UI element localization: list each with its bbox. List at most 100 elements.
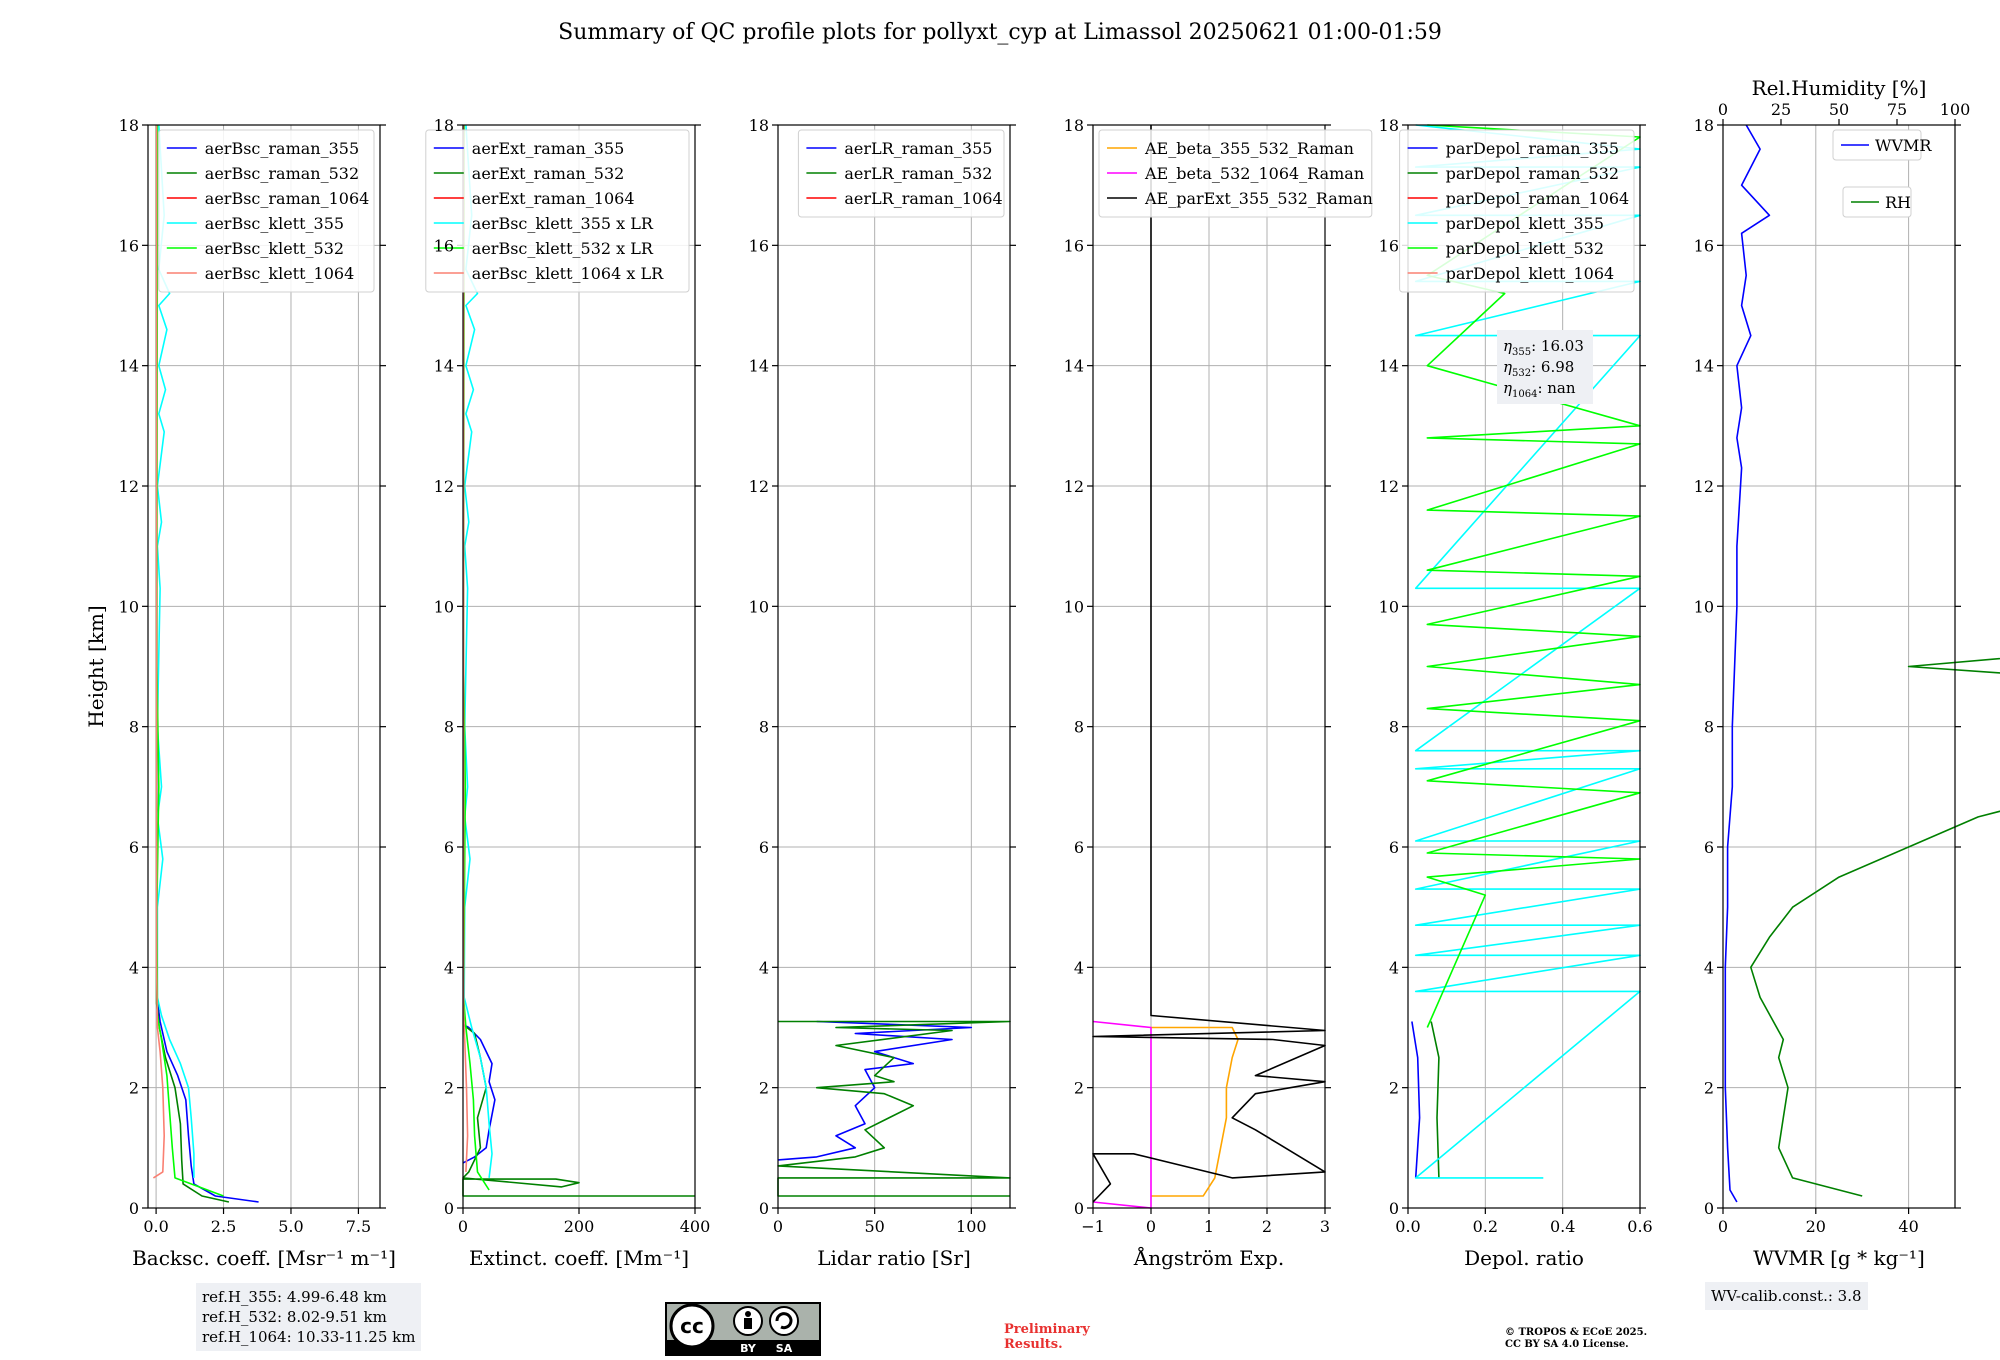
y-tick-label: 4 [444,958,454,977]
y-tick-label: 18 [119,116,139,135]
y-tick-label: 4 [1704,958,1714,977]
legend-label: aerExt_raman_1064 [472,189,635,208]
legend-label: parDepol_raman_1064 [1446,189,1630,208]
legend-box [158,129,375,293]
x-axis-label: Backsc. coeff. [Msr⁻¹ m⁻¹] [132,1246,396,1270]
y-tick-label: 8 [129,718,139,737]
y-tick-label: 8 [1704,718,1714,737]
y-tick-label: 8 [759,718,769,737]
x2-tick-label: 100 [1940,100,1971,119]
y-tick-label: 14 [119,357,139,376]
y-tick-label: 12 [1064,477,1084,496]
x-tick-label: 2.5 [211,1217,236,1236]
y-tick-label: 14 [749,357,769,376]
legend-box [797,129,1005,218]
copyright-line1: © TROPOS & ECoE 2025. [1505,1327,1648,1338]
y-tick-label: 6 [1389,838,1399,857]
y-tick-label: 2 [759,1079,769,1098]
y-tick-label: 18 [749,116,769,135]
legend-label: RH [1885,193,1911,212]
legend-label: AE_beta_532_1064_Raman [1144,164,1364,183]
y-tick-label: 4 [1074,958,1084,977]
wv-calib-text: WV-calib.const.: 3.8 [1711,1287,1862,1305]
y-tick-label: 12 [1379,477,1399,496]
x2-tick-label: 25 [1771,100,1791,119]
y-tick-label: 0 [1704,1199,1714,1218]
figure-title: Summary of QC profile plots for pollyxt_… [558,20,1442,45]
axes-frame [1407,124,1641,1209]
eta-line-355: η355: 16.03 [1503,337,1584,358]
series-line-ae-parext-355-532-raman [1092,125,1326,1203]
legend-label: AE_beta_355_532_Raman [1144,139,1354,158]
y-tick-label: 14 [1064,357,1084,376]
legend-label: aerLR_raman_1064 [844,189,1002,208]
y-tick-label: 4 [129,958,139,977]
x-tick-label: 5.0 [278,1217,303,1236]
y-tick-label: 18 [434,116,454,135]
y-tick-label: 18 [1064,116,1084,135]
wv-calib-box: WV-calib.const.: 3.8 [1705,1282,1868,1310]
y-tick-label: 2 [444,1079,454,1098]
preliminary-line2: Results. [1004,1337,1063,1352]
legend-label: aerLR_raman_355 [844,139,992,158]
legend-label: parDepol_raman_355 [1446,139,1619,158]
legend-label: parDepol_klett_355 [1446,214,1604,233]
legend-label: WVMR [1875,136,1932,155]
y-tick-label: 0 [129,1199,139,1218]
x-tick-label: 1 [1204,1217,1214,1236]
series-line-aerbsc-klett-1064-x-lr [462,125,469,1172]
x2-tick-label: 75 [1887,100,1907,119]
series-line-ae-beta-355-532-raman [1151,1026,1239,1197]
x-tick-label: 0.0 [1395,1217,1420,1236]
panel-2 [425,124,701,1214]
x-tick-label: 400 [680,1217,711,1236]
x-axis-label: WVMR [g * kg⁻¹] [1753,1246,1925,1270]
y-tick-label: 8 [1389,718,1399,737]
y-tick-label: 10 [1694,597,1714,616]
y-tick-label: 0 [1074,1199,1084,1218]
y-tick-label: 2 [1704,1079,1714,1098]
series-line-aerlr-raman-355 [777,1020,973,1161]
y-tick-label: 2 [1074,1079,1084,1098]
x-tick-label: 0.6 [1627,1217,1652,1236]
y-tick-label: 0 [759,1199,769,1218]
series-line-aerbsc-klett-532 [156,124,224,1197]
x2-tick-label: 50 [1829,100,1849,119]
series-line-wvmr [1724,124,1771,1203]
x-tick-label: 200 [564,1217,595,1236]
series-line-ae-beta-532-1064-raman [1092,1020,1152,1209]
legend-box [1399,129,1635,293]
y-tick-label: 4 [1389,958,1399,977]
legend-label: AE_parExt_355_532_Raman [1144,189,1373,208]
by-label: BY [740,1342,757,1355]
ref-height-532: ref.H_532: 8.02-9.51 km [202,1308,387,1326]
y-tick-label: 12 [434,477,454,496]
legend-label: aerBsc_klett_355 [205,214,344,233]
legend-box [425,129,690,293]
y-tick-label: 4 [759,958,769,977]
y-tick-label: 14 [1379,357,1399,376]
series-line-rh [1750,657,2000,1197]
series-line-aerbsc-klett-355 [156,124,195,1178]
ref-heights-box: ref.H_355: 4.99-6.48 km ref.H_532: 8.02-… [196,1283,422,1351]
y-tick-label: 2 [1389,1079,1399,1098]
y-tick-label: 14 [1694,357,1714,376]
series-line-aerbsc-klett-1064 [152,125,165,1179]
x-tick-label: 0 [458,1217,468,1236]
x-tick-label: 0 [773,1217,783,1236]
y-tick-label: 10 [434,597,454,616]
y-tick-label: 10 [1064,597,1084,616]
cc-letters: cc [680,1314,704,1338]
y-tick-label: 6 [444,838,454,857]
legend-label: aerExt_raman_355 [472,139,625,158]
panel-1 [142,124,386,1214]
legend-label: aerBsc_klett_532 x LR [472,239,654,258]
x-tick-label: −1 [1081,1217,1105,1236]
y-tick-label: 10 [1379,597,1399,616]
y-tick-label: 16 [749,236,769,255]
panel-6 [1717,119,2000,1214]
x-axis-label: Depol. ratio [1464,1246,1584,1270]
panel-3 [772,124,1016,1214]
legend-label: aerBsc_klett_1064 [205,264,354,283]
